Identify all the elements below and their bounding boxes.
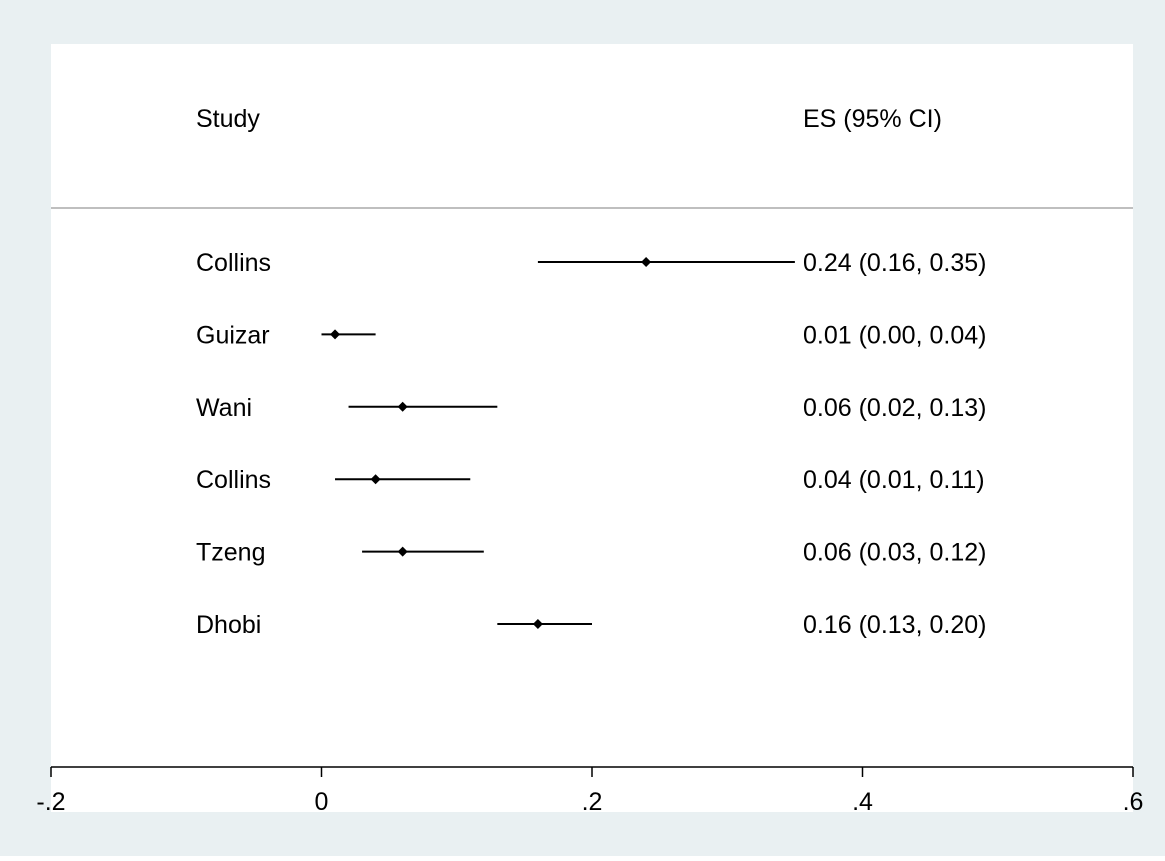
effect-size-point — [397, 546, 408, 557]
study-rows: Collins 0.24 (0.16, 0.35) Guizar 0.01 (0.00… — [196, 249, 986, 639]
effect-size-label: 0.04 (0.01, 0.11) — [803, 466, 985, 494]
effect-size-point — [330, 329, 341, 340]
effect-size-label: 0.01 (0.00, 0.04) — [803, 321, 986, 349]
x-tick-label: .4 — [852, 788, 873, 816]
effect-size-label: 0.06 (0.03, 0.12) — [803, 539, 986, 567]
study-row: Tzeng 0.06 (0.03, 0.12) — [196, 539, 986, 567]
effect-size-point — [397, 401, 408, 412]
effect-size-label: 0.06 (0.02, 0.13) — [803, 394, 986, 422]
study-name: Dhobi — [196, 611, 261, 639]
study-row: Collins 0.04 (0.01, 0.11) — [196, 466, 985, 494]
study-name: Guizar — [196, 321, 270, 349]
x-tick-label: .2 — [582, 788, 603, 816]
study-row: Collins 0.24 (0.16, 0.35) — [196, 249, 986, 277]
x-tick-label: -.2 — [36, 788, 65, 816]
study-column-header: Study — [196, 105, 260, 133]
study-name: Collins — [196, 466, 271, 494]
study-row: Guizar 0.01 (0.00, 0.04) — [196, 321, 986, 349]
x-tick-label: .6 — [1123, 788, 1144, 816]
effect-size-point — [641, 257, 652, 267]
effect-size-label: 0.24 (0.16, 0.35) — [803, 249, 986, 277]
study-name: Collins — [196, 249, 271, 277]
es-column-header: ES (95% CI) — [803, 105, 942, 133]
x-axis-ticks: -.2 0 .2 .4 .6 — [36, 767, 1143, 816]
study-name: Wani — [196, 394, 252, 422]
effect-size-label: 0.16 (0.13, 0.20) — [803, 611, 986, 639]
effect-size-point — [370, 474, 381, 485]
study-row: Dhobi 0.16 (0.13, 0.20) — [196, 611, 986, 639]
study-row: Wani 0.06 (0.02, 0.13) — [196, 394, 986, 422]
plot-area-background — [51, 44, 1133, 812]
study-name: Tzeng — [196, 539, 265, 567]
effect-size-point — [532, 619, 543, 629]
x-tick-label: 0 — [315, 788, 329, 816]
